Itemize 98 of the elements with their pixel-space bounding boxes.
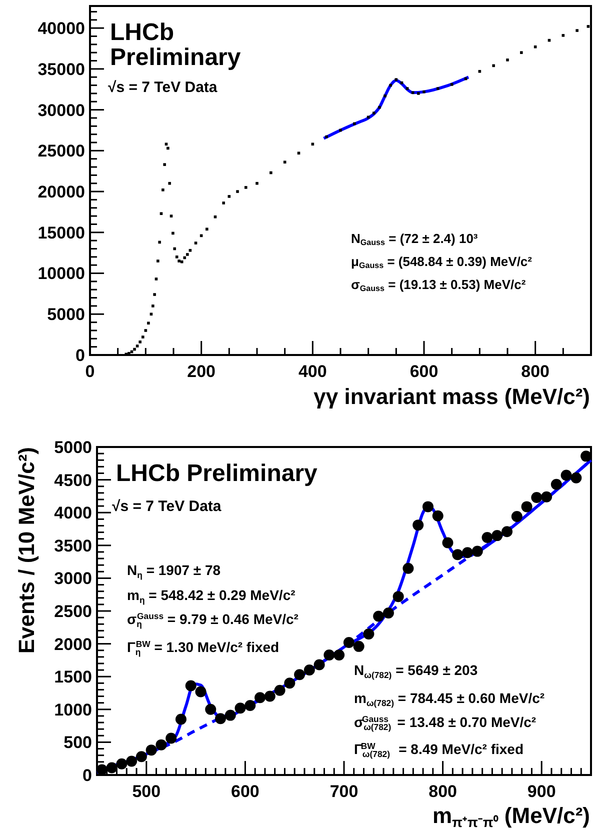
annotation: LHCb [110,19,174,46]
x-tick-label: 200 [187,362,216,381]
x-tick-label: 900 [527,782,556,801]
point [205,704,216,715]
y-tick-label: 5000 [54,438,92,457]
annotation: σ$_{η}$$^{Gauss}$ = 9.79 ± 0.46 MeV/c² [127,611,299,629]
y-tick-label: 500 [64,733,92,752]
point [294,669,306,680]
point [116,758,128,770]
point [96,764,108,776]
point [166,732,177,744]
y-tick-label: 3500 [54,536,92,556]
point [392,591,404,602]
point [531,492,542,504]
point [224,710,236,721]
y-tick-label: 40000 [38,19,85,38]
annotation: m$_{η}$ = 548.42 ± 0.29 MeV/c² [127,587,296,605]
point [373,610,384,622]
x-tick-label: 800 [521,362,550,381]
point [422,501,434,512]
y-tick-label: 25000 [38,142,85,161]
point [156,739,167,750]
point [580,450,592,462]
point [195,686,206,698]
x-axis-title: γγ invariant mass (MeV/c²) [314,384,590,409]
point [472,546,483,557]
x-tick-label: 700 [330,782,358,801]
y-tick-label: 1500 [54,668,92,687]
annotation: m$_{ω(782)}$ = 784.45 ± 0.60 MeV/c² [354,690,545,708]
point [126,756,138,767]
point [442,537,454,548]
y-tick-label: 20000 [38,182,85,202]
point [353,640,364,652]
point [215,713,226,724]
y-tick-label: 15000 [38,223,85,242]
point [274,684,286,696]
point [502,526,513,538]
point [482,532,493,544]
annotation: √s = 7 TeV Data [108,79,218,96]
point [363,628,374,640]
annotation: μ$_{Gauss}$ = (548.84 ± 0.39) MeV/c² [351,254,533,270]
y-tick-label: 0 [76,346,85,365]
annotation: N$_{η}$ = 1907 ± 78 [127,562,221,580]
annotation: N$_{Gauss}$ = (72 ± 2.4) 10³ [351,231,478,248]
annotation: Preliminary [110,44,242,71]
point [314,659,325,670]
point [264,690,276,702]
point [175,714,186,725]
x-tick-label: 600 [231,782,260,801]
y-tick-label: 35000 [38,60,85,79]
x-tick-label: 400 [298,362,327,381]
point [432,510,444,522]
x-tick-label: 600 [410,362,438,381]
point [492,530,503,542]
point [324,649,335,660]
point [185,680,196,692]
point [511,511,522,522]
point [254,692,266,704]
y-tick-label: 30000 [38,100,85,120]
x-axis-title: m$_{π⁺π⁻π⁰}$ (MeV/c²) [432,803,590,830]
point [412,520,424,531]
point [452,549,464,560]
point [541,491,552,502]
annotation: σ$_{ω(782)}$$^{Gauss}$ = 13.48 ± 0.70 MeV/c² [354,714,536,732]
point [146,744,157,756]
annotation: σ$_{Gauss}$ = (19.13 ± 0.53) MeV/c² [351,277,526,294]
point [550,478,562,490]
x-tick-label: 800 [428,782,457,801]
y-tick-label: 4000 [54,504,92,523]
y-tick-label: 2000 [54,634,92,654]
annotation: √s = 7 TeV Data [112,498,222,515]
point [334,649,345,660]
point [234,702,246,714]
point [106,762,118,774]
point [521,501,532,512]
y-axis-title: Events / (10 MeV/c²) [14,447,39,654]
point [136,751,147,762]
point [462,547,473,558]
point [560,470,572,481]
point [343,636,354,648]
line-series [322,76,470,140]
y-tick-label: 10000 [38,264,85,284]
y-tick-label: 3000 [54,569,92,588]
y-tick-label: 1000 [54,700,92,720]
point [304,664,315,676]
point [382,607,394,618]
annotation: N$_{ω(782)}$ = 5649 ± 203 [354,662,478,680]
x-tick-label: 500 [132,782,161,801]
y-tick-label: 0 [82,766,92,785]
point [244,700,256,711]
y-tick-label: 2500 [54,602,92,621]
y-tick-label: 5000 [47,305,85,324]
point [570,472,582,484]
annotation: LHCb Preliminary [116,460,318,487]
annotation: Γ$_{η}$$^{BW}$ = 1.30 MeV/c² fixed [127,639,280,657]
point [284,678,296,689]
y-tick-label: 4500 [54,470,92,490]
point [402,562,414,574]
